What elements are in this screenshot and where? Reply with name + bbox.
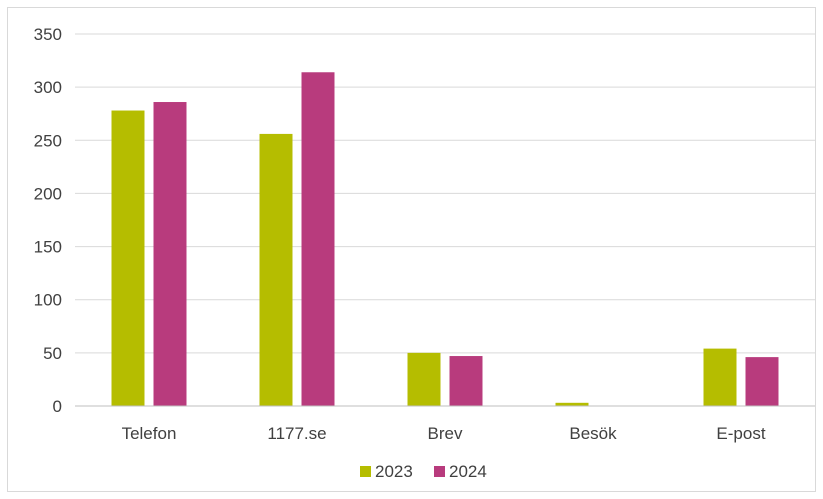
x-category-label: Telefon xyxy=(122,424,177,443)
bar-2024-E-post xyxy=(745,357,779,406)
bars xyxy=(111,72,779,407)
x-category-label: Besök xyxy=(569,424,617,443)
bar-2023-Besök xyxy=(555,402,589,406)
x-category-label: E-post xyxy=(716,424,765,443)
gridlines xyxy=(75,33,815,354)
y-tick-label: 350 xyxy=(34,25,62,44)
x-axis-categories: Telefon 1177.se Brev Besök E-post xyxy=(122,424,766,443)
bar-2024-Telefon xyxy=(153,102,187,406)
y-tick-label: 250 xyxy=(34,131,62,150)
legend-label: 2024 xyxy=(449,462,487,481)
y-axis-ticks: 0 50 100 150 200 250 300 350 xyxy=(34,25,62,416)
bar-2023-E-post xyxy=(703,348,737,406)
bar-2023-Brev xyxy=(407,352,441,406)
bar-2023-Telefon xyxy=(111,110,145,407)
legend-swatch-2024 xyxy=(434,466,445,477)
bar-2024-1177.se xyxy=(301,72,335,407)
y-tick-label: 150 xyxy=(34,238,62,257)
bar-2023-1177.se xyxy=(259,133,293,406)
x-category-label: Brev xyxy=(428,424,463,443)
bar-2024-Brev xyxy=(449,356,483,406)
legend-swatch-2023 xyxy=(360,466,371,477)
legend-label: 2023 xyxy=(375,462,413,481)
y-tick-label: 0 xyxy=(53,397,62,416)
y-tick-label: 100 xyxy=(34,291,62,310)
legend: 2023 2024 xyxy=(360,462,487,481)
y-tick-label: 300 xyxy=(34,78,62,97)
x-category-label: 1177.se xyxy=(267,424,326,443)
y-tick-label: 200 xyxy=(34,184,62,203)
y-tick-label: 50 xyxy=(43,344,62,363)
